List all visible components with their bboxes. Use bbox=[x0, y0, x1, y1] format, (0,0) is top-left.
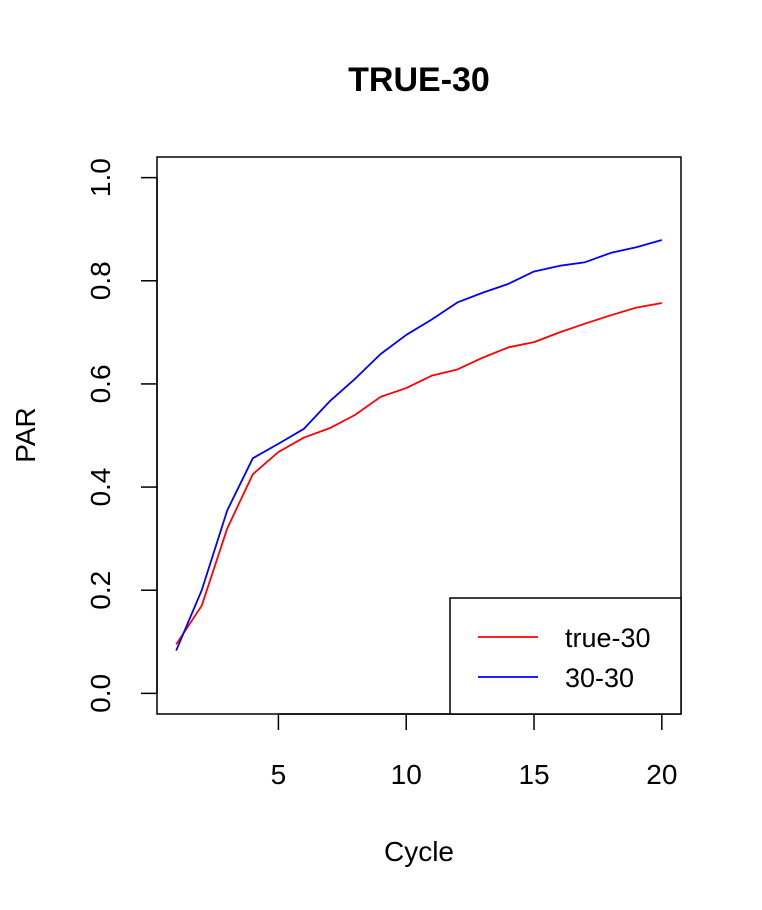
y-axis-label: PAR bbox=[10, 407, 41, 463]
legend-box bbox=[449, 597, 682, 715]
y-tick-label: 1.0 bbox=[85, 158, 116, 197]
y-axis: 0.0 0.2 0.4 0.6 0.8 1.0 bbox=[85, 158, 158, 713]
legend-label-true-30: true-30 bbox=[565, 623, 651, 653]
chart-title: TRUE-30 bbox=[348, 61, 490, 99]
x-tick-label: 15 bbox=[518, 759, 549, 790]
y-tick-label: 0.2 bbox=[85, 571, 116, 610]
y-tick-label: 0.8 bbox=[85, 261, 116, 300]
legend-label-30-30: 30-30 bbox=[565, 663, 634, 693]
x-axis-label: Cycle bbox=[384, 836, 454, 867]
x-axis: 5 10 15 20 bbox=[271, 713, 677, 790]
series-line-true-30 bbox=[175, 302, 662, 645]
x-tick-label: 10 bbox=[391, 759, 422, 790]
x-tick-label: 20 bbox=[646, 759, 677, 790]
legend: true-30 30-30 bbox=[449, 597, 682, 715]
y-tick-label: 0.0 bbox=[85, 674, 116, 713]
y-tick-label: 0.6 bbox=[85, 364, 116, 403]
series-lines bbox=[175, 239, 663, 651]
series-line-30-30 bbox=[175, 239, 663, 651]
y-tick-label: 0.4 bbox=[85, 468, 116, 507]
x-tick-label: 5 bbox=[271, 759, 287, 790]
